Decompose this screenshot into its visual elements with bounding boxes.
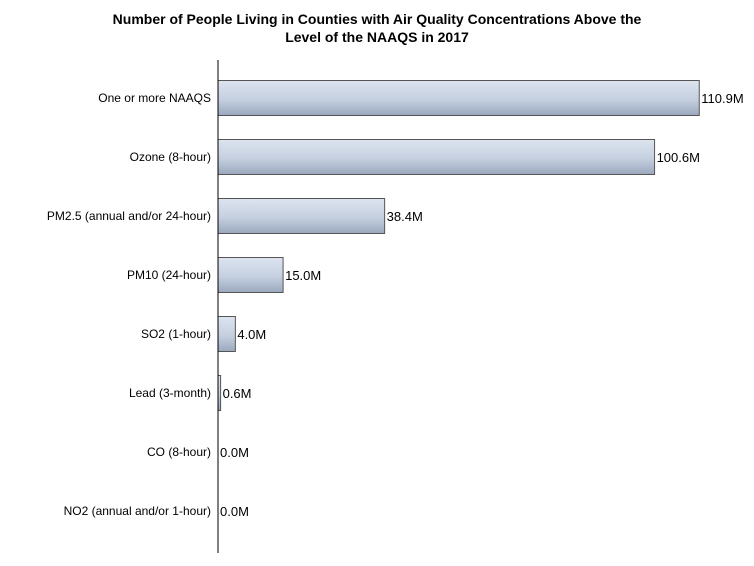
bar <box>217 257 284 293</box>
category-label: Lead (3-month) <box>129 386 211 400</box>
chart-title-line-1: Number of People Living in Counties with… <box>112 11 642 27</box>
category-label: SO2 (1-hour) <box>141 327 211 341</box>
data-label: 0.6M <box>223 386 252 401</box>
category-label: PM10 (24-hour) <box>127 268 211 282</box>
bar <box>217 198 386 234</box>
chart-title: Number of People Living in Counties with… <box>0 10 754 46</box>
bar <box>217 80 700 116</box>
category-label: PM2.5 (annual and/or 24-hour) <box>47 209 211 223</box>
chart-title-line-2: Level of the NAAQS in 2017 <box>285 29 469 45</box>
category-label: One or more NAAQS <box>98 91 211 105</box>
category-label: NO2 (annual and/or 1-hour) <box>64 504 211 518</box>
data-label: 0.0M <box>220 445 249 460</box>
data-label: 4.0M <box>237 327 266 342</box>
bar <box>217 316 236 352</box>
bar <box>217 139 656 175</box>
data-label: 15.0M <box>285 268 321 283</box>
data-label: 38.4M <box>387 209 423 224</box>
data-label: 110.9M <box>701 91 743 106</box>
category-label: Ozone (8-hour) <box>130 150 211 164</box>
data-label: 0.0M <box>220 504 249 519</box>
category-label: CO (8-hour) <box>147 445 211 459</box>
data-label: 100.6M <box>657 150 700 165</box>
